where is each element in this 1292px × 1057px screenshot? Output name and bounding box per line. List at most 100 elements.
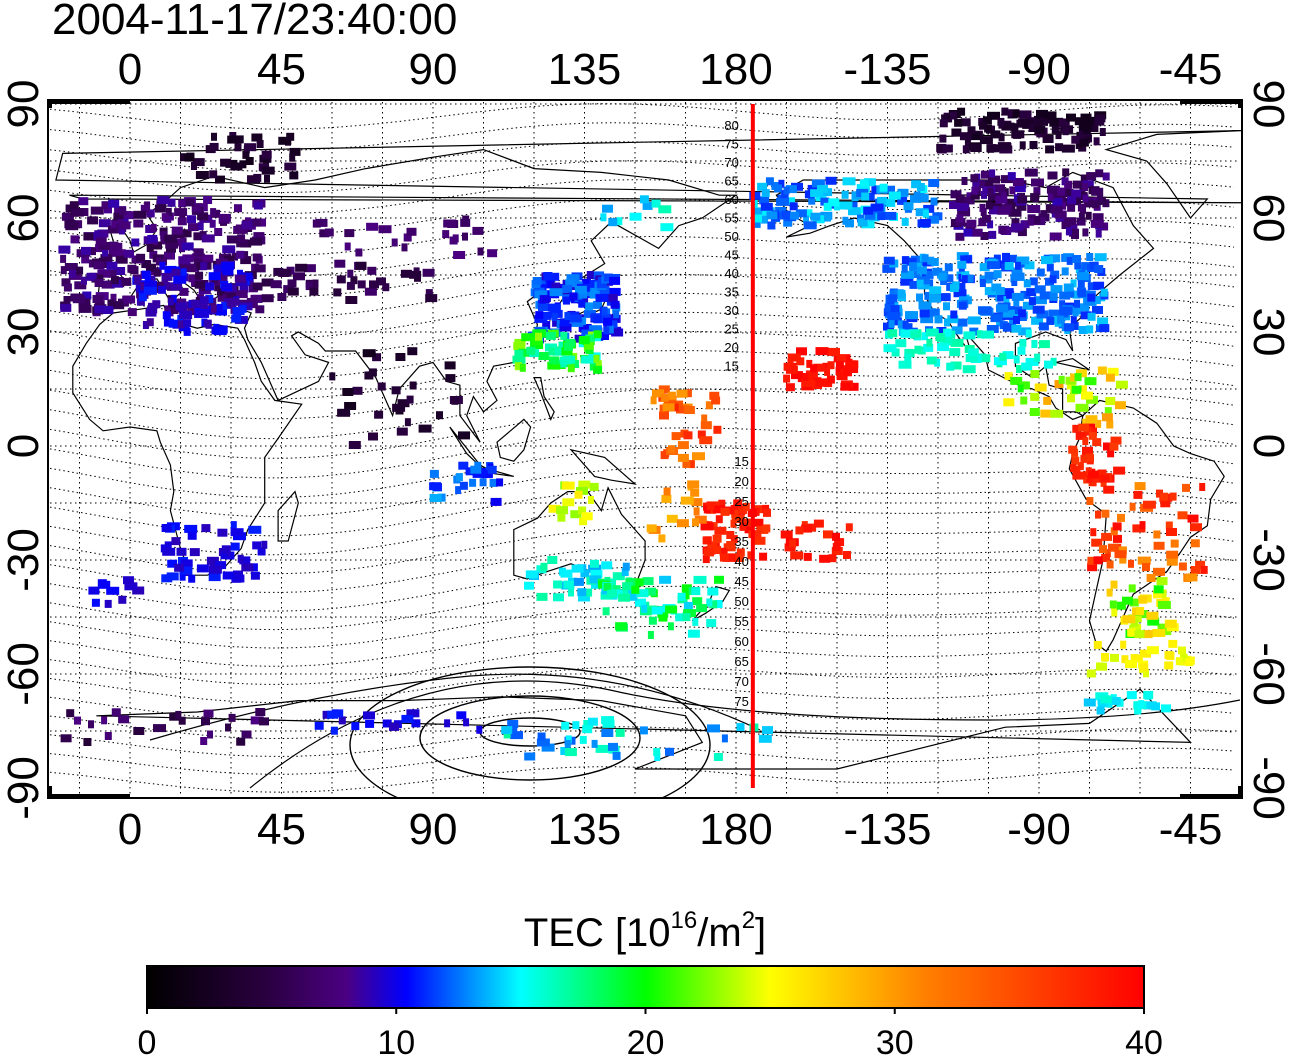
tec-observation	[848, 382, 859, 391]
tec-observation	[257, 547, 266, 556]
tec-observation	[1059, 300, 1066, 309]
tec-observation	[927, 215, 940, 224]
tec-observation	[843, 551, 851, 559]
tec-observation	[222, 571, 234, 580]
tec-observation	[765, 177, 774, 186]
tec-observation	[133, 219, 144, 228]
tec-observation	[176, 547, 187, 556]
top-lon-label: -90	[1007, 45, 1071, 94]
coastline	[496, 418, 532, 462]
tec-observation	[937, 343, 950, 352]
colorbar-tick-label: 20	[627, 1024, 665, 1057]
tec-observation	[556, 506, 568, 515]
tec-observation	[601, 716, 615, 725]
tec-observation	[261, 540, 268, 549]
tec-observation	[840, 382, 852, 391]
tec-observation	[382, 283, 390, 292]
tec-observation	[1133, 490, 1143, 499]
tec-observation	[144, 280, 157, 289]
tec-observation	[514, 349, 524, 358]
tec-observation	[1087, 470, 1099, 479]
tec-observation	[583, 588, 593, 597]
tec-observation	[124, 582, 138, 591]
tec-observation	[214, 283, 221, 292]
tec-observation	[1165, 521, 1173, 530]
tec-observation	[796, 347, 807, 356]
tec-observation	[208, 573, 221, 582]
tec-observation	[998, 309, 1005, 318]
tec-observation	[1066, 180, 1072, 189]
tec-observation	[232, 574, 245, 583]
tec-observation	[348, 441, 361, 449]
tec-observation	[706, 502, 715, 511]
tec-observation	[101, 716, 108, 725]
tec-observation	[647, 631, 654, 639]
tec-observation	[897, 196, 908, 205]
tec-observation	[344, 242, 351, 251]
tec-observation	[1070, 279, 1077, 288]
tec-observation	[979, 203, 986, 212]
tec-observation	[174, 208, 188, 217]
tec-observation	[827, 361, 835, 370]
tec-observation	[706, 619, 717, 628]
tec-observation	[1077, 303, 1090, 312]
tec-observation	[106, 261, 118, 270]
tec-observation	[574, 285, 587, 294]
tec-observation	[950, 338, 964, 347]
tec-observation	[1111, 697, 1121, 705]
tec-observation	[888, 294, 898, 303]
tec-observation	[951, 326, 963, 335]
tec-observation	[601, 332, 609, 340]
tec-observation	[701, 414, 708, 423]
tec-observation	[1075, 431, 1087, 440]
tec-observation	[112, 301, 125, 310]
tec-observation	[203, 709, 214, 718]
tec-observation	[1036, 268, 1045, 277]
tec-observation	[281, 268, 292, 277]
tec-observation	[1092, 306, 1103, 314]
tec-observation	[179, 572, 186, 581]
tec-observation	[761, 215, 768, 224]
contour-label: 45	[724, 248, 738, 263]
tec-observation	[722, 553, 736, 562]
tec-observation	[98, 219, 111, 228]
tec-observation	[560, 331, 568, 340]
tec-observation	[191, 300, 203, 309]
tec-observation	[991, 283, 1002, 292]
tec-observation	[295, 263, 308, 272]
tec-observation	[1070, 373, 1077, 382]
tec-observation	[801, 524, 813, 533]
tec-observation	[607, 287, 621, 296]
tec-observation	[869, 209, 882, 217]
tec-observation	[81, 255, 90, 264]
tec-observation	[593, 354, 600, 363]
tec-observation	[1004, 372, 1013, 381]
tec-observation	[971, 228, 983, 237]
tec-observation	[1106, 699, 1113, 708]
tec-observation	[962, 365, 976, 374]
tec-observation	[712, 534, 722, 543]
tec-observation	[284, 162, 297, 171]
tec-observation	[578, 336, 590, 345]
tec-observation	[88, 259, 95, 268]
frame-ticks	[48, 100, 1242, 798]
tec-observation	[138, 293, 147, 302]
tec-observation	[1153, 567, 1165, 576]
tec-observation	[579, 517, 588, 526]
tec-observation	[914, 345, 922, 354]
tec-observation	[712, 546, 721, 554]
tec-observation	[967, 126, 976, 135]
tec-observation	[1109, 442, 1119, 451]
tec-observation	[1177, 511, 1188, 520]
tec-observation	[208, 272, 221, 281]
tec-observation	[622, 562, 630, 571]
tec-observation	[289, 147, 301, 156]
tec-observation	[1099, 324, 1110, 333]
tec-observation	[1170, 539, 1179, 548]
tec-observation	[780, 530, 793, 539]
tec-observation	[693, 575, 707, 584]
tec-observation	[143, 286, 157, 295]
tec-observation	[169, 712, 182, 721]
tec-observation	[63, 296, 71, 304]
tec-observation	[198, 309, 210, 318]
